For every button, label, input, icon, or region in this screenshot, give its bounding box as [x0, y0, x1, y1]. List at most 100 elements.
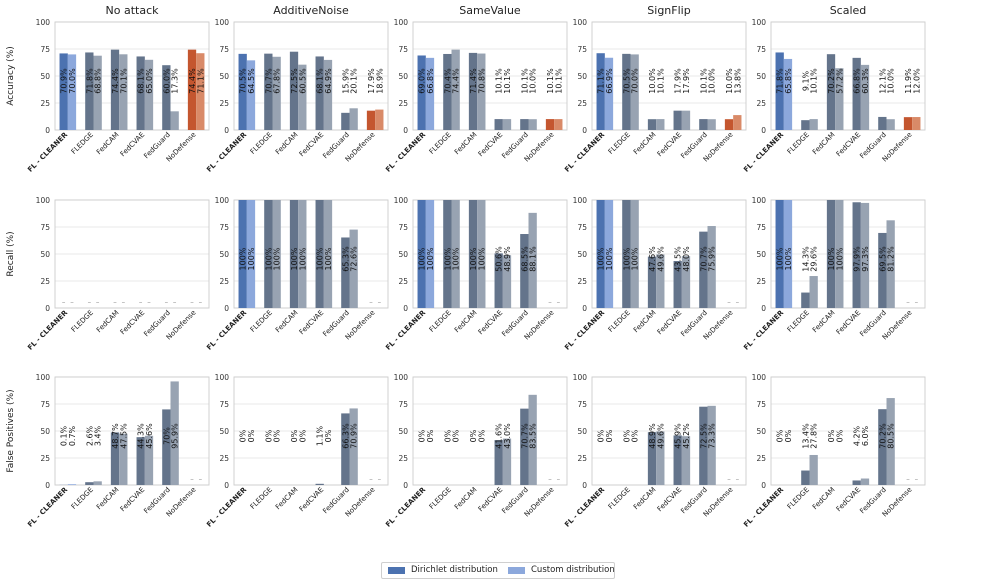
- y-tick-label: 0: [582, 481, 587, 490]
- bar-false-positives-additivenoise-custom: [349, 408, 358, 485]
- y-tick-label: 50: [577, 72, 587, 81]
- bar-accuracy-additivenoise-dirichlet: [264, 53, 273, 131]
- bar-accuracy-signflip-dirichlet: [673, 110, 682, 130]
- category-tick-label: FL - CLEANER: [742, 308, 785, 351]
- bar-accuracy-no-attack-custom: [170, 111, 179, 130]
- category-tick-label: FedCAM: [453, 486, 479, 512]
- bar-accuracy-signflip-custom: [733, 115, 742, 130]
- bar-false-positives-samevalue-custom: [502, 438, 512, 485]
- bar-recall-signflip-custom: [604, 200, 614, 308]
- bar-value-label: 0%: [622, 429, 631, 442]
- bar-value-label: 29.6%: [810, 246, 819, 272]
- bar-recall-samevalue-dirichlet: [443, 200, 452, 308]
- bar-value-label: 48.0%: [682, 246, 691, 272]
- bar-recall-scaled-dirichlet: [775, 200, 784, 308]
- bar-value-label: 14.3%: [801, 246, 810, 272]
- bar-value-label: 10.1%: [656, 68, 665, 94]
- plot-frame: [412, 376, 568, 486]
- bar-false-positives-no-attack-dirichlet: [136, 437, 145, 485]
- y-tick-label: 25: [219, 277, 229, 286]
- bar-value-label: 100%: [426, 247, 435, 270]
- bar-accuracy-additivenoise-custom: [323, 59, 333, 130]
- bar-value-label: 70.9%: [60, 68, 69, 94]
- bar-accuracy-additivenoise-custom: [272, 56, 281, 130]
- bar-accuracy-no-attack-dirichlet: [59, 53, 68, 130]
- bar-false-positives-no-attack-dirichlet: [85, 482, 94, 485]
- category-tick-label: FL - CLEANER: [742, 130, 785, 173]
- bar-value-label: 71.8%: [85, 68, 94, 94]
- bar-false-positives-no-attack-custom: [144, 435, 154, 485]
- bar-value-label: 100%: [298, 247, 307, 270]
- bar-value-label: 68.1%: [137, 68, 146, 94]
- category-tick-label: FedCAM: [453, 131, 479, 157]
- bar-accuracy-scaled-dirichlet: [878, 116, 887, 130]
- category-tick-label: FLEDGE: [786, 309, 811, 334]
- category-tick-label: FL - CLEANER: [384, 308, 427, 351]
- y-tick-label: 75: [219, 223, 229, 232]
- bar-value-label: 100%: [316, 247, 325, 270]
- bar-recall-additivenoise-custom: [246, 200, 256, 308]
- bar-accuracy-signflip-custom: [630, 54, 639, 130]
- y-tick-label: 25: [398, 454, 408, 463]
- bar-accuracy-signflip-custom: [656, 119, 665, 130]
- bar-value-label: 100%: [631, 247, 640, 270]
- y-tick-label: 50: [40, 427, 50, 436]
- bar-false-positives-samevalue-custom: [528, 394, 537, 485]
- y-tick-label: 75: [577, 223, 587, 232]
- bar-value-label: 66.8%: [853, 68, 862, 94]
- bar-value-label: 1.1%: [316, 425, 325, 446]
- bar-accuracy-no-attack-custom: [67, 54, 77, 130]
- bar-false-positives-signflip-custom: [656, 431, 665, 485]
- bar-value-label: 88.1%: [529, 246, 538, 272]
- bar-accuracy-no-attack-dirichlet: [85, 52, 94, 130]
- category-tick-label: FL - CLEANER: [563, 130, 606, 173]
- empty-value-marker: –: [199, 475, 203, 483]
- bar-value-label: 12.1%: [878, 68, 887, 94]
- bar-value-label: 48.9%: [648, 423, 657, 449]
- bar-accuracy-signflip-dirichlet: [699, 119, 708, 130]
- bar-value-label: 100%: [776, 247, 785, 270]
- bar-recall-signflip-custom: [681, 256, 691, 308]
- bar-false-positives-signflip-dirichlet: [647, 432, 657, 485]
- bar-value-label: 0%: [605, 429, 614, 442]
- bar-value-label: 10.1%: [554, 68, 563, 94]
- bar-value-label: 70.7%: [264, 68, 273, 94]
- y-tick-label: 50: [219, 427, 229, 436]
- category-tick-label: FLEDGE: [428, 131, 453, 156]
- bar-false-positives-additivenoise-dirichlet: [341, 413, 350, 485]
- category-tick-label: FL - CLEANER: [205, 308, 248, 351]
- empty-value-marker: –: [736, 298, 740, 306]
- bar-value-label: 71.4%: [469, 68, 478, 94]
- bar-value-label: 74.4%: [111, 68, 120, 94]
- y-tick-label: 100: [215, 373, 230, 382]
- bar-value-label: 73.3%: [708, 423, 717, 449]
- plot-frame: [54, 376, 210, 486]
- bar-recall-signflip-dirichlet: [699, 231, 708, 308]
- category-tick-label: FedCAM: [811, 486, 837, 512]
- empty-value-marker: –: [190, 475, 194, 483]
- category-tick-label: FedCAM: [95, 309, 121, 335]
- y-tick-label: 75: [756, 45, 766, 54]
- category-tick-label: FLEDGE: [607, 131, 632, 156]
- bar-value-label: 10.0%: [648, 68, 657, 94]
- bar-value-label: 0%: [298, 429, 307, 442]
- bar-value-label: 65.8%: [784, 68, 793, 94]
- bar-value-label: 10.1%: [495, 68, 504, 94]
- bar-value-label: 10.0%: [529, 68, 538, 94]
- bar-value-label: 0%: [827, 429, 836, 442]
- y-tick-label: 50: [40, 250, 50, 259]
- bar-value-label: 100%: [247, 247, 256, 270]
- y-tick-label: 25: [577, 454, 587, 463]
- bar-accuracy-additivenoise-custom: [349, 108, 358, 130]
- bar-accuracy-no-attack-custom: [196, 53, 205, 130]
- bar-accuracy-scaled-dirichlet: [903, 117, 913, 130]
- bar-accuracy-no-attack-custom: [119, 54, 128, 130]
- y-tick-label: 0: [761, 481, 766, 490]
- y-tick-label: 50: [756, 427, 766, 436]
- bar-accuracy-signflip-dirichlet: [622, 53, 631, 130]
- bar-recall-additivenoise-dirichlet: [315, 200, 324, 308]
- y-tick-label: 75: [40, 45, 50, 54]
- bar-value-label: 0%: [776, 429, 785, 442]
- y-tick-label: 100: [36, 196, 51, 205]
- bar-value-label: 6.0%: [861, 425, 870, 446]
